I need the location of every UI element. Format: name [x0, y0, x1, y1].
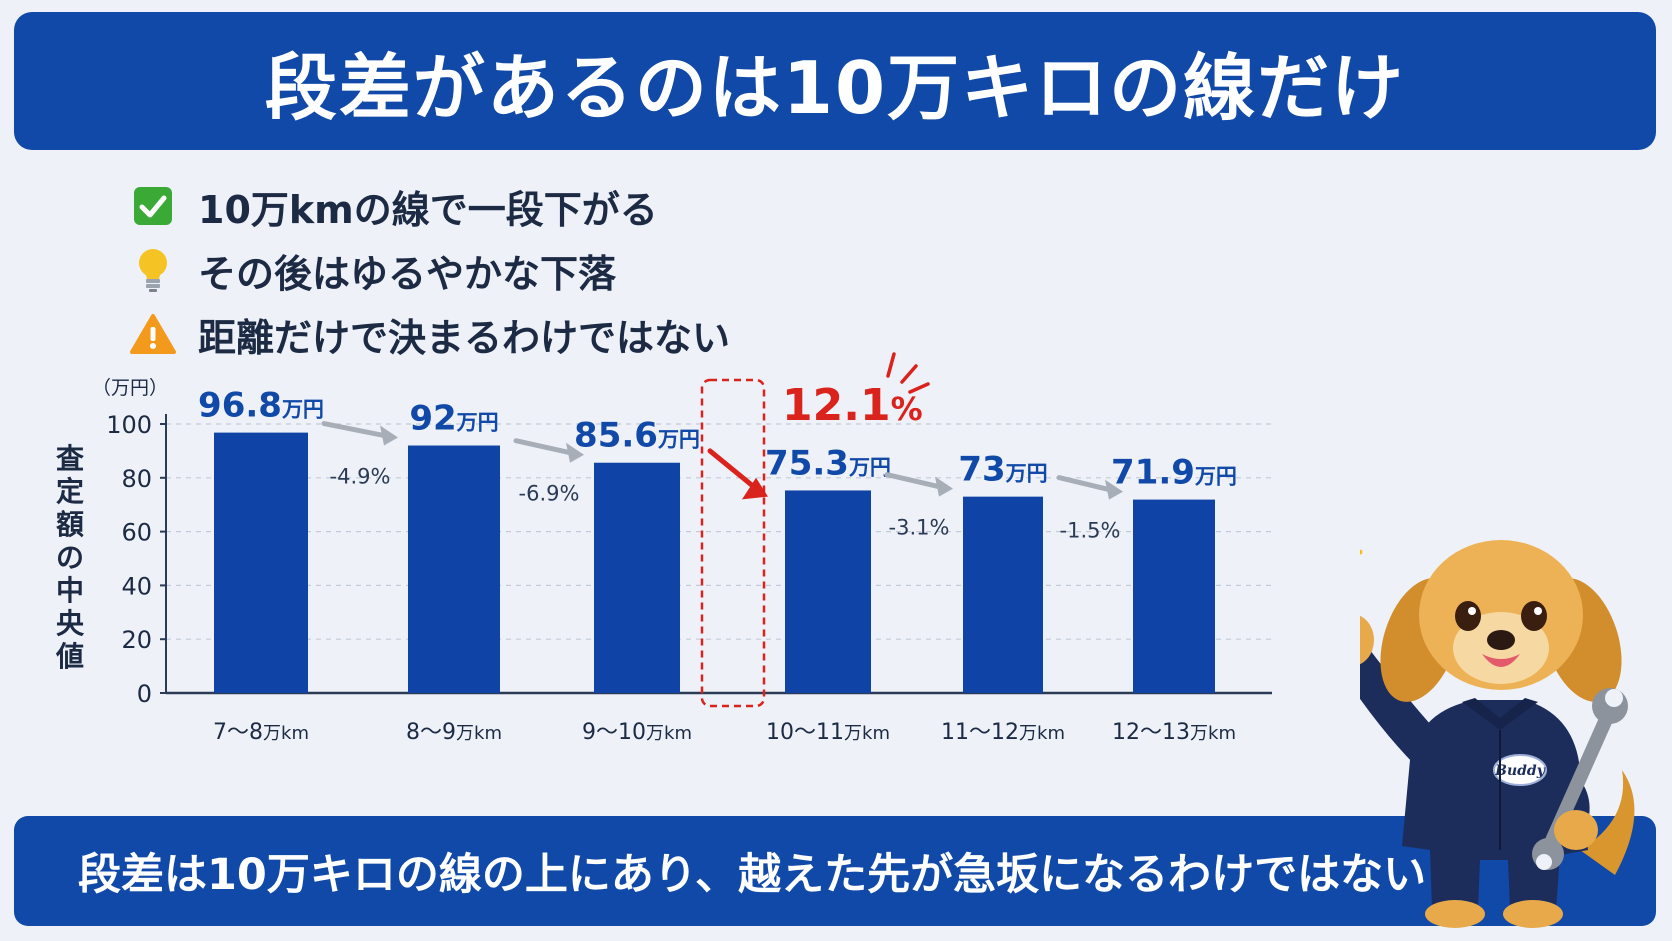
lightbulb-icon	[130, 247, 176, 293]
y-axis-label-char: 査	[56, 442, 84, 475]
change-arrow	[1056, 475, 1112, 493]
y-tick-label: 80	[121, 465, 152, 493]
bar-value-label: 92万円	[409, 399, 498, 439]
bar-value-label: 75.3万円	[765, 443, 891, 483]
burst-line	[900, 364, 918, 384]
change-arrowhead	[1105, 479, 1123, 500]
x-tick-label: 11～12万km	[941, 720, 1065, 745]
page-title: 段差があるのは10万キロの線だけ	[264, 45, 1406, 130]
highlight-arrow	[707, 448, 759, 492]
bar-value-label: 85.6万円	[574, 416, 700, 456]
bar	[785, 490, 871, 693]
y-tick-label: 20	[121, 626, 152, 654]
bar-chart: 0 20 40 60 80 100 （万円） 査定額の中央値 96.8万円 7～8万km 92万円 8…	[0, 352, 1400, 780]
check-icon	[130, 183, 176, 229]
y-axis-label-char: 値	[55, 640, 84, 673]
x-tick-label: 8～9万km	[406, 720, 502, 745]
change-label: -4.9%	[330, 465, 391, 489]
x-tick-label: 12～13万km	[1112, 720, 1236, 745]
title-banner: 段差があるのは10万キロの線だけ	[14, 12, 1656, 150]
point-item: 距離だけで決まるわけではない	[130, 302, 730, 366]
x-tick-label: 9～10万km	[582, 720, 692, 745]
change-arrow	[321, 421, 387, 439]
mascot-dog: Buddy	[1311, 507, 1660, 930]
y-unit-label: （万円）	[92, 377, 168, 399]
x-tick-label: 7～8万km	[213, 720, 309, 745]
change-label: -6.9%	[519, 482, 580, 506]
point-item: 10万kmの線で一段下がる	[130, 174, 730, 238]
change-arrow	[513, 438, 573, 456]
bar-value-label: 96.8万円	[198, 386, 324, 426]
bottom-message: 段差は10万キロの線の上にあり、越えた先が急坂になるわけではない	[78, 850, 1427, 900]
change-arrowhead	[380, 425, 398, 446]
y-tick-label: 60	[121, 519, 152, 547]
x-tick-label: 10～11万km	[766, 720, 890, 745]
change-arrow	[884, 472, 942, 490]
point-text: 距離だけで決まるわけではない	[198, 315, 731, 360]
change-label: -1.5%	[1060, 519, 1121, 543]
y-axis-label-char: 額	[56, 508, 84, 541]
y-tick-label: 0	[137, 680, 152, 708]
bar-value-label: 73万円	[958, 450, 1047, 490]
point-text: その後はゆるやかな下落	[198, 251, 617, 296]
change-label: -3.1%	[889, 516, 950, 540]
bar-value-label: 71.9万円	[1111, 453, 1237, 493]
bar	[214, 432, 308, 693]
y-axis-label-char: の	[56, 541, 84, 574]
y-axis-label-char: 央	[56, 607, 85, 640]
change-arrowhead	[566, 442, 584, 463]
change-arrowhead	[935, 476, 953, 497]
bar	[594, 462, 680, 693]
bar	[1133, 499, 1215, 693]
bar	[408, 445, 500, 693]
highlight-box	[700, 378, 766, 708]
burst-line	[886, 352, 896, 378]
mascot-badge-text: Buddy	[1494, 763, 1546, 779]
y-axis-label-char: 定	[56, 475, 84, 508]
wrench-icon	[1532, 688, 1628, 870]
change-label-highlight: 12.1%	[782, 380, 923, 431]
point-item: その後はゆるやかな下落	[130, 238, 730, 302]
burst-line	[908, 382, 930, 394]
key-points: 10万kmの線で一段下がる その後はゆるやかな下落 距離だけで決まるわけではない	[130, 174, 730, 366]
bar	[963, 496, 1043, 693]
y-tick-label: 100	[106, 411, 152, 439]
point-text: 10万kmの線で一段下がる	[198, 187, 658, 232]
highlight-arrowhead	[742, 477, 768, 500]
y-tick-label: 40	[121, 572, 152, 600]
y-axis-label-char: 中	[56, 574, 84, 607]
bottom-banner: 段差は10万キロの線の上にあり、越えた先が急坂になるわけではない	[14, 816, 1656, 926]
warning-icon	[130, 311, 176, 357]
